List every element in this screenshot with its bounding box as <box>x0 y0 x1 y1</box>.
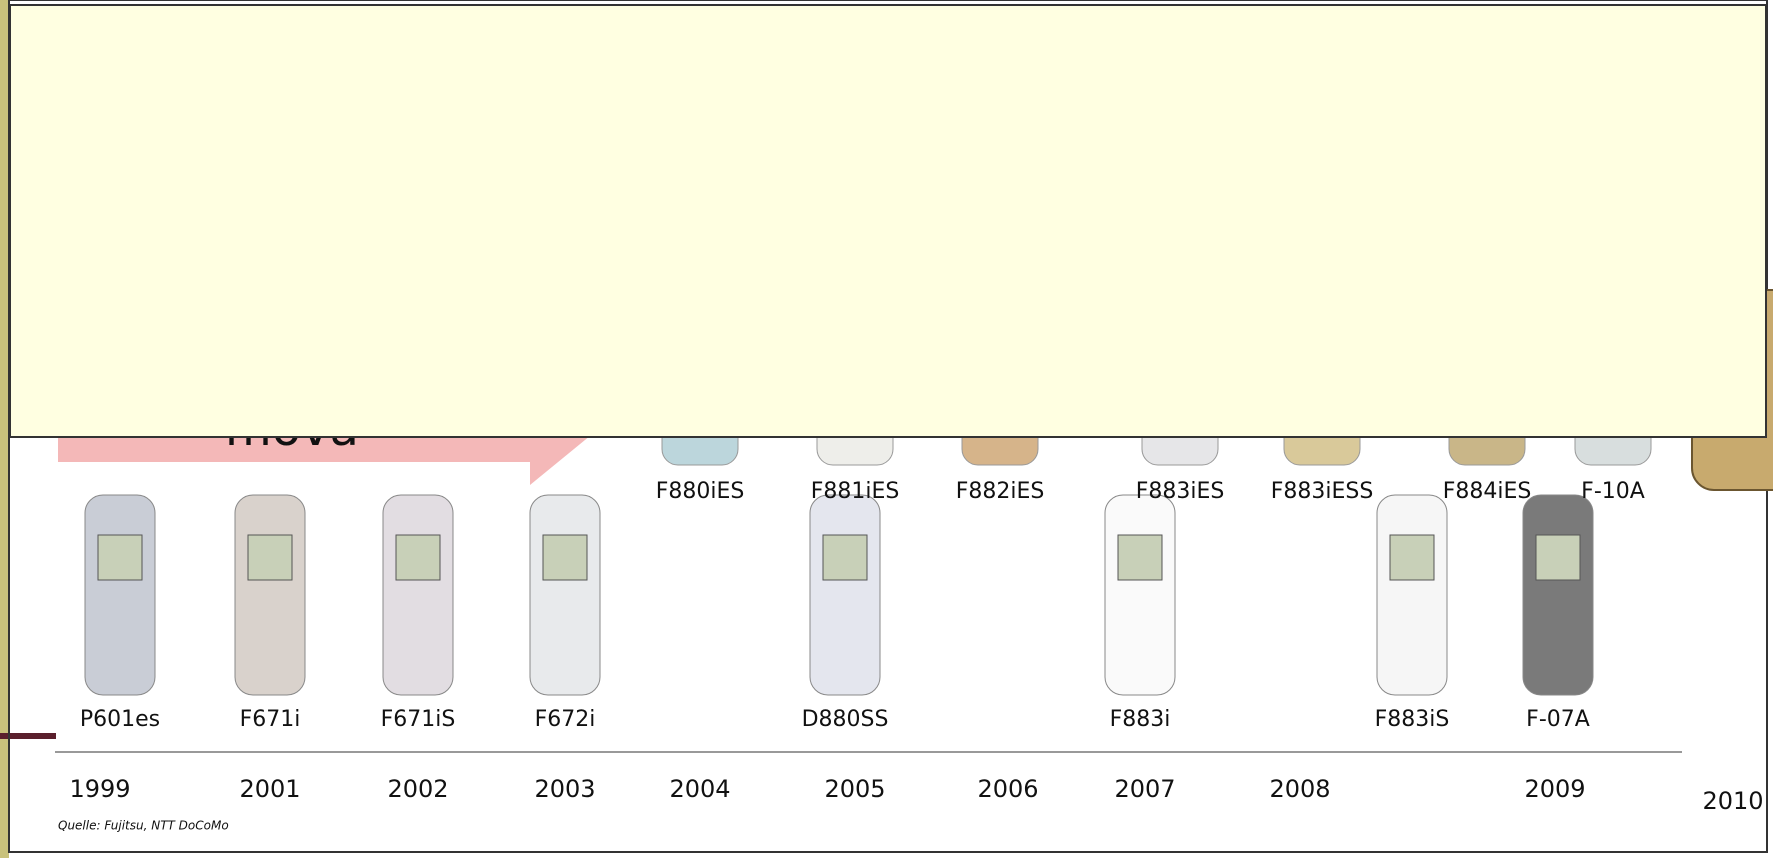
model-label: F-10A <box>1581 479 1645 504</box>
page: {"slide": { "arrow_label": "mova", "mode… <box>0 0 1773 858</box>
year-label: 2002 <box>387 775 448 803</box>
overlay-panel <box>10 5 1766 437</box>
model-label: F883i <box>1110 707 1171 732</box>
model-label: F883iS <box>1375 707 1450 732</box>
phone <box>1377 495 1447 695</box>
model-label: F883iES <box>1136 479 1225 504</box>
source: Quelle: Fujitsu, NTT DoCoMo <box>58 819 229 833</box>
year-label: 2008 <box>1269 775 1330 803</box>
phone <box>235 495 305 695</box>
phone-screen <box>396 535 440 580</box>
year-label: 2003 <box>534 775 595 803</box>
model-label: F882iES <box>956 479 1045 504</box>
year-label: 2004 <box>669 775 730 803</box>
slide: mova F880iESF881iESF882iESF883iESF883iES… <box>0 0 1773 858</box>
model-label: F884iES <box>1443 479 1532 504</box>
phone <box>530 495 600 695</box>
model-label: F-07A <box>1526 707 1590 732</box>
phone-screen <box>248 535 292 580</box>
year-label: 2001 <box>239 775 300 803</box>
year-label: 2005 <box>824 775 885 803</box>
year-label: 2006 <box>977 775 1038 803</box>
phone-screen <box>543 535 587 580</box>
phone-screen <box>1390 535 1434 580</box>
year-label: 1999 <box>69 775 130 803</box>
phone-screen <box>823 535 867 580</box>
phone-screen <box>1536 535 1580 580</box>
model-label: F883iESS <box>1271 479 1374 504</box>
phone <box>810 495 880 695</box>
phone-screen <box>98 535 142 580</box>
model-label: F672i <box>535 707 596 732</box>
phone <box>1523 495 1593 695</box>
model-label: F880iES <box>656 479 745 504</box>
model-label: F881iES <box>811 479 900 504</box>
model-label: D880SS <box>802 707 889 732</box>
year-label: 2009 <box>1524 775 1585 803</box>
model-label: F671i <box>240 707 301 732</box>
model-label: F671iS <box>381 707 456 732</box>
phone-screen <box>1118 535 1162 580</box>
model-label: P601es <box>80 707 160 732</box>
phone <box>383 495 453 695</box>
left-strip <box>0 0 9 858</box>
year-right: 2010 <box>1702 787 1763 815</box>
phone <box>1105 495 1175 695</box>
phone <box>85 495 155 695</box>
year-label: 2007 <box>1114 775 1175 803</box>
